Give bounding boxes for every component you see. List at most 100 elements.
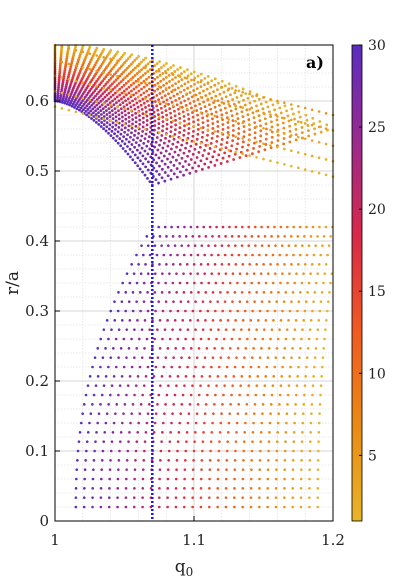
data-point [178,421,182,425]
data-point [173,319,177,322]
data-point [85,449,88,453]
data-point [107,91,111,95]
data-point [233,152,237,156]
data-point [160,167,164,171]
data-point [217,253,220,257]
data-point [196,319,200,322]
data-point [207,244,210,247]
data-point [90,98,94,102]
data-point [283,101,286,105]
data-point [174,98,178,102]
data-point [183,477,186,481]
data-point [303,152,307,156]
data-point [294,138,298,142]
data-point [193,440,196,443]
data-point [195,356,199,359]
data-point [322,347,326,350]
data-point [165,113,169,117]
data-point [91,107,95,111]
data-point [200,244,204,247]
data-point [309,440,312,443]
data-point [327,300,330,303]
data-point [317,171,321,175]
data-point [274,487,278,490]
data-point [294,393,298,397]
data-point [224,146,228,150]
data-point [257,319,260,322]
data-point [178,148,182,152]
data-point [309,319,313,322]
data-point [212,90,215,93]
data-point [139,103,143,107]
data-point [250,459,253,462]
data-point [294,122,297,126]
data-point [237,127,241,130]
data-point [303,168,307,171]
data-point [229,93,232,97]
data-point [235,421,239,425]
data-point [141,97,145,101]
data-point [177,112,181,116]
data-point [213,83,217,87]
data-point [223,84,227,88]
data-point [252,141,256,145]
data-point [178,281,182,285]
data-point [91,403,94,406]
data-point [138,365,142,369]
data-point [188,91,192,94]
data-point [118,67,122,70]
data-point [90,117,93,120]
data-point [202,89,205,93]
data-point [109,119,112,122]
data-point [216,487,220,490]
data-point [310,263,314,266]
data-point [127,124,131,128]
data-point [223,151,227,155]
data-point [183,82,187,86]
data-point [67,78,71,81]
data-point [163,412,166,415]
data-point [231,300,234,303]
data-point [193,161,197,165]
data-point [96,77,100,81]
data-point [158,263,161,266]
data-point [117,459,121,462]
data-point [95,100,98,103]
data-point [183,487,186,490]
data-point [128,147,132,151]
data-point [196,128,200,131]
data-point [283,468,286,471]
data-point [306,347,310,350]
data-point [164,356,168,359]
data-point [185,123,189,126]
data-point [130,263,133,266]
data-point [230,144,234,148]
data-point [180,78,184,82]
data-point [135,253,138,257]
data-point [248,90,252,94]
data-point [291,505,294,509]
data-point [111,88,115,91]
data-point [154,412,158,415]
data-point [113,132,116,136]
data-point [151,99,154,102]
data-point [109,84,112,88]
data-point [76,459,79,462]
data-point [182,347,185,350]
data-point [133,58,137,62]
data-point [327,244,331,247]
data-point [185,440,188,443]
data-point [230,86,234,90]
data-point [164,300,168,303]
data-point [185,168,188,172]
data-point [124,149,127,153]
data-point [118,137,122,141]
data-point [199,384,202,387]
data-point [93,449,96,453]
data-point [180,356,183,359]
data-point [182,272,185,275]
data-point [308,505,311,509]
data-point [226,440,229,443]
data-point [258,505,261,509]
data-point [239,105,242,109]
